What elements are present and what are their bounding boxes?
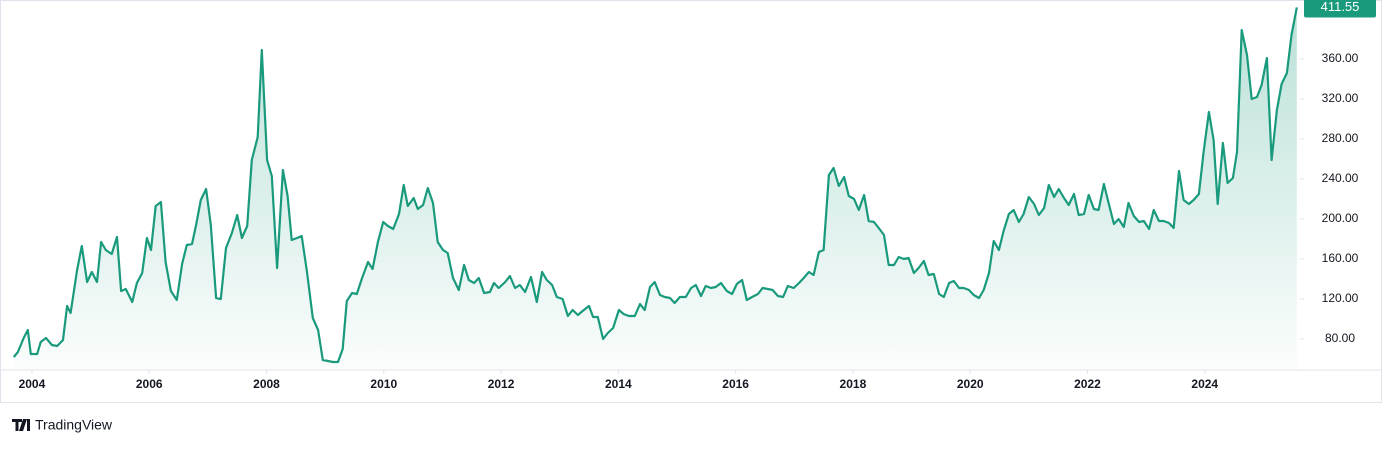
y-tick-label: 80.00 [1325, 331, 1355, 345]
watermark: TradingView [35, 417, 113, 433]
x-tick-label: 2022 [1074, 377, 1101, 391]
area-fill [13, 7, 1297, 370]
x-tick-label: 2014 [605, 377, 632, 391]
last-value-box [1304, 0, 1376, 18]
price-line [12, 7, 1298, 364]
x-tick-label: 2020 [957, 377, 984, 391]
last-value-label: 411.55 [1321, 0, 1360, 14]
logo: TradingView [12, 417, 113, 433]
y-tick-label: 120.00 [1322, 291, 1359, 305]
y-tick-label: 280.00 [1322, 131, 1359, 145]
y-tick-label: 320.00 [1322, 91, 1359, 105]
y-tick-label: 160.00 [1322, 251, 1359, 265]
y-tick-label: 360.00 [1322, 51, 1359, 65]
x-tick-label: 2006 [136, 377, 163, 391]
x-tick-label: 2024 [1191, 377, 1218, 391]
x-tick-label: 2012 [488, 377, 515, 391]
chart-frame [0, 0, 1382, 403]
x-tick-label: 2004 [19, 377, 46, 391]
y-tick-label: 200.00 [1322, 211, 1359, 225]
plot: 80.00 120.00 160.00 200.00 240.00 280.00 320.0… [0, 0, 1381, 391]
x-tick-label: 2010 [370, 377, 397, 391]
x-tick-label: 2016 [722, 377, 749, 391]
logo-icon [12, 419, 30, 431]
x-tick-label: 2018 [840, 377, 867, 391]
x-tick-label: 2008 [253, 377, 280, 391]
y-tick-label: 240.00 [1322, 171, 1359, 185]
